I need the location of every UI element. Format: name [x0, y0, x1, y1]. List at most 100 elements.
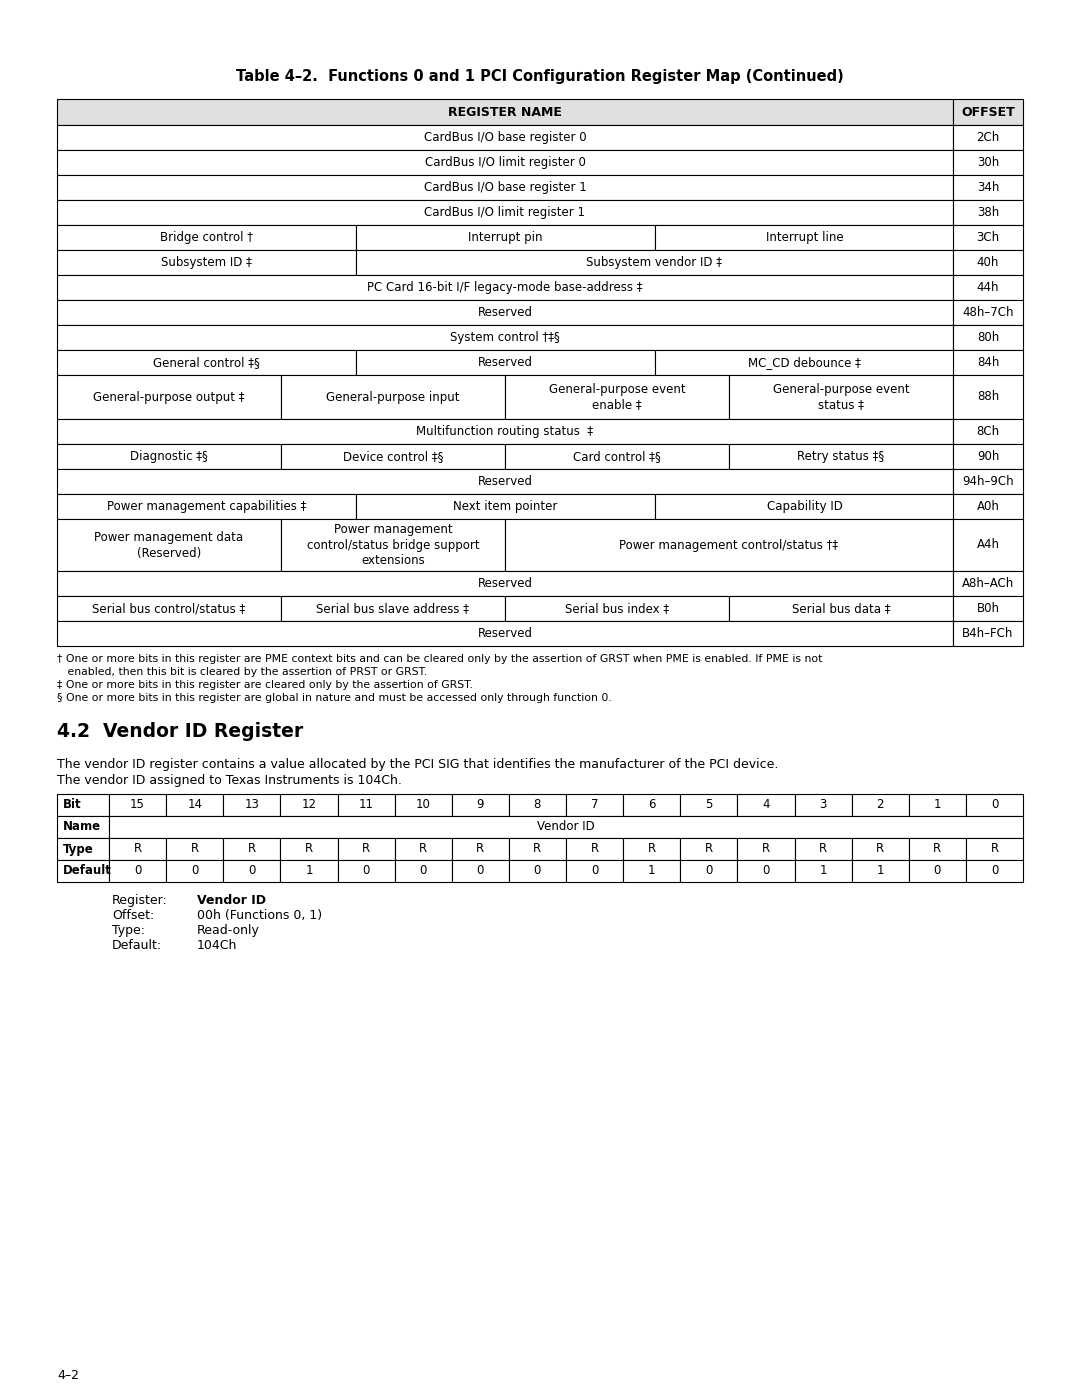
Bar	[623, 861, 680, 882]
Bar	[281, 444, 505, 469]
Bar	[57, 469, 953, 495]
Text: R: R	[305, 842, 313, 855]
Bar	[451, 838, 509, 861]
Bar	[953, 225, 1023, 250]
Text: CardBus I/O limit register 1: CardBus I/O limit register 1	[424, 205, 585, 219]
Text: Reserved: Reserved	[478, 356, 534, 369]
Text: 5: 5	[705, 799, 713, 812]
Bar	[795, 861, 852, 882]
Text: Reserved: Reserved	[477, 577, 532, 590]
Bar	[109, 793, 166, 816]
Bar	[356, 495, 654, 520]
Bar	[953, 99, 1023, 124]
Text: Vendor ID: Vendor ID	[537, 820, 595, 834]
Text: PC Card 16-bit I/F legacy-mode base-address ‡: PC Card 16-bit I/F legacy-mode base-addr…	[367, 281, 643, 293]
Text: 13: 13	[244, 799, 259, 812]
Text: 1: 1	[648, 865, 656, 877]
Bar	[953, 469, 1023, 495]
Bar	[729, 444, 953, 469]
Text: 0: 0	[419, 865, 427, 877]
Bar	[57, 326, 953, 351]
Text: R: R	[247, 842, 256, 855]
Text: Vendor ID: Vendor ID	[197, 894, 266, 907]
Bar	[57, 520, 281, 571]
Bar	[281, 838, 337, 861]
Bar	[356, 351, 654, 374]
Text: 9: 9	[476, 799, 484, 812]
Text: 3: 3	[820, 799, 827, 812]
Bar	[451, 793, 509, 816]
Text: 12: 12	[301, 799, 316, 812]
Bar	[738, 793, 795, 816]
Text: 0: 0	[248, 865, 256, 877]
Bar	[953, 444, 1023, 469]
Text: 10: 10	[416, 799, 431, 812]
Bar	[953, 326, 1023, 351]
Bar	[738, 838, 795, 861]
Bar	[953, 419, 1023, 444]
Bar	[680, 838, 738, 861]
Text: Device control ‡§: Device control ‡§	[342, 450, 443, 462]
Text: B0h: B0h	[976, 602, 999, 615]
Bar	[680, 793, 738, 816]
Text: 1: 1	[306, 865, 313, 877]
Text: 88h: 88h	[977, 391, 999, 404]
Bar	[966, 861, 1023, 882]
Bar	[57, 225, 356, 250]
Bar	[394, 838, 451, 861]
Text: A4h: A4h	[976, 538, 999, 552]
Text: 2Ch: 2Ch	[976, 131, 1000, 144]
Bar	[451, 861, 509, 882]
Text: enabled, then this bit is cleared by the assertion of PRST or GRST.: enabled, then this bit is cleared by the…	[57, 666, 428, 678]
Text: 80h: 80h	[977, 331, 999, 344]
Text: Interrupt line: Interrupt line	[766, 231, 843, 244]
Text: R: R	[419, 842, 428, 855]
Bar	[852, 838, 908, 861]
Bar	[623, 793, 680, 816]
Text: Bit: Bit	[63, 799, 82, 812]
Text: ‡ One or more bits in this register are cleared only by the assertion of GRST.: ‡ One or more bits in this register are …	[57, 680, 473, 690]
Bar	[394, 861, 451, 882]
Text: Serial bus control/status ‡: Serial bus control/status ‡	[93, 602, 245, 615]
Text: 3Ch: 3Ch	[976, 231, 1000, 244]
Text: Register:: Register:	[112, 894, 167, 907]
Text: General control ‡§: General control ‡§	[153, 356, 260, 369]
Bar	[224, 861, 281, 882]
Text: A0h: A0h	[976, 500, 999, 513]
Text: 0: 0	[990, 799, 998, 812]
Bar	[57, 495, 356, 520]
Text: Subsystem ID ‡: Subsystem ID ‡	[161, 256, 252, 270]
Bar	[166, 838, 224, 861]
Text: CardBus I/O base register 1: CardBus I/O base register 1	[423, 182, 586, 194]
Bar	[795, 838, 852, 861]
Text: 00h (Functions 0, 1): 00h (Functions 0, 1)	[197, 909, 322, 922]
Bar	[505, 444, 729, 469]
Text: R: R	[476, 842, 484, 855]
Text: A8h–ACh: A8h–ACh	[962, 577, 1014, 590]
Bar	[953, 520, 1023, 571]
Text: The vendor ID assigned to Texas Instruments is 104Ch.: The vendor ID assigned to Texas Instrume…	[57, 774, 402, 787]
Bar	[505, 520, 953, 571]
Bar	[623, 838, 680, 861]
Text: R: R	[362, 842, 370, 855]
Text: MC_CD debounce ‡: MC_CD debounce ‡	[748, 356, 861, 369]
Text: Reserved: Reserved	[477, 627, 532, 640]
Bar	[908, 793, 966, 816]
Bar	[57, 622, 953, 645]
Bar	[337, 838, 394, 861]
Text: 84h: 84h	[976, 356, 999, 369]
Text: General-purpose input: General-purpose input	[326, 391, 460, 404]
Text: 7: 7	[591, 799, 598, 812]
Bar	[953, 300, 1023, 326]
Bar	[166, 861, 224, 882]
Bar	[509, 861, 566, 882]
Bar	[852, 793, 908, 816]
Bar	[654, 351, 954, 374]
Bar	[738, 861, 795, 882]
Text: B4h–FCh: B4h–FCh	[962, 627, 1014, 640]
Text: Power management control/status †‡: Power management control/status †‡	[620, 538, 838, 552]
Bar	[109, 861, 166, 882]
Text: System control †‡§: System control †‡§	[450, 331, 559, 344]
Text: Offset:: Offset:	[112, 909, 154, 922]
Bar	[337, 861, 394, 882]
